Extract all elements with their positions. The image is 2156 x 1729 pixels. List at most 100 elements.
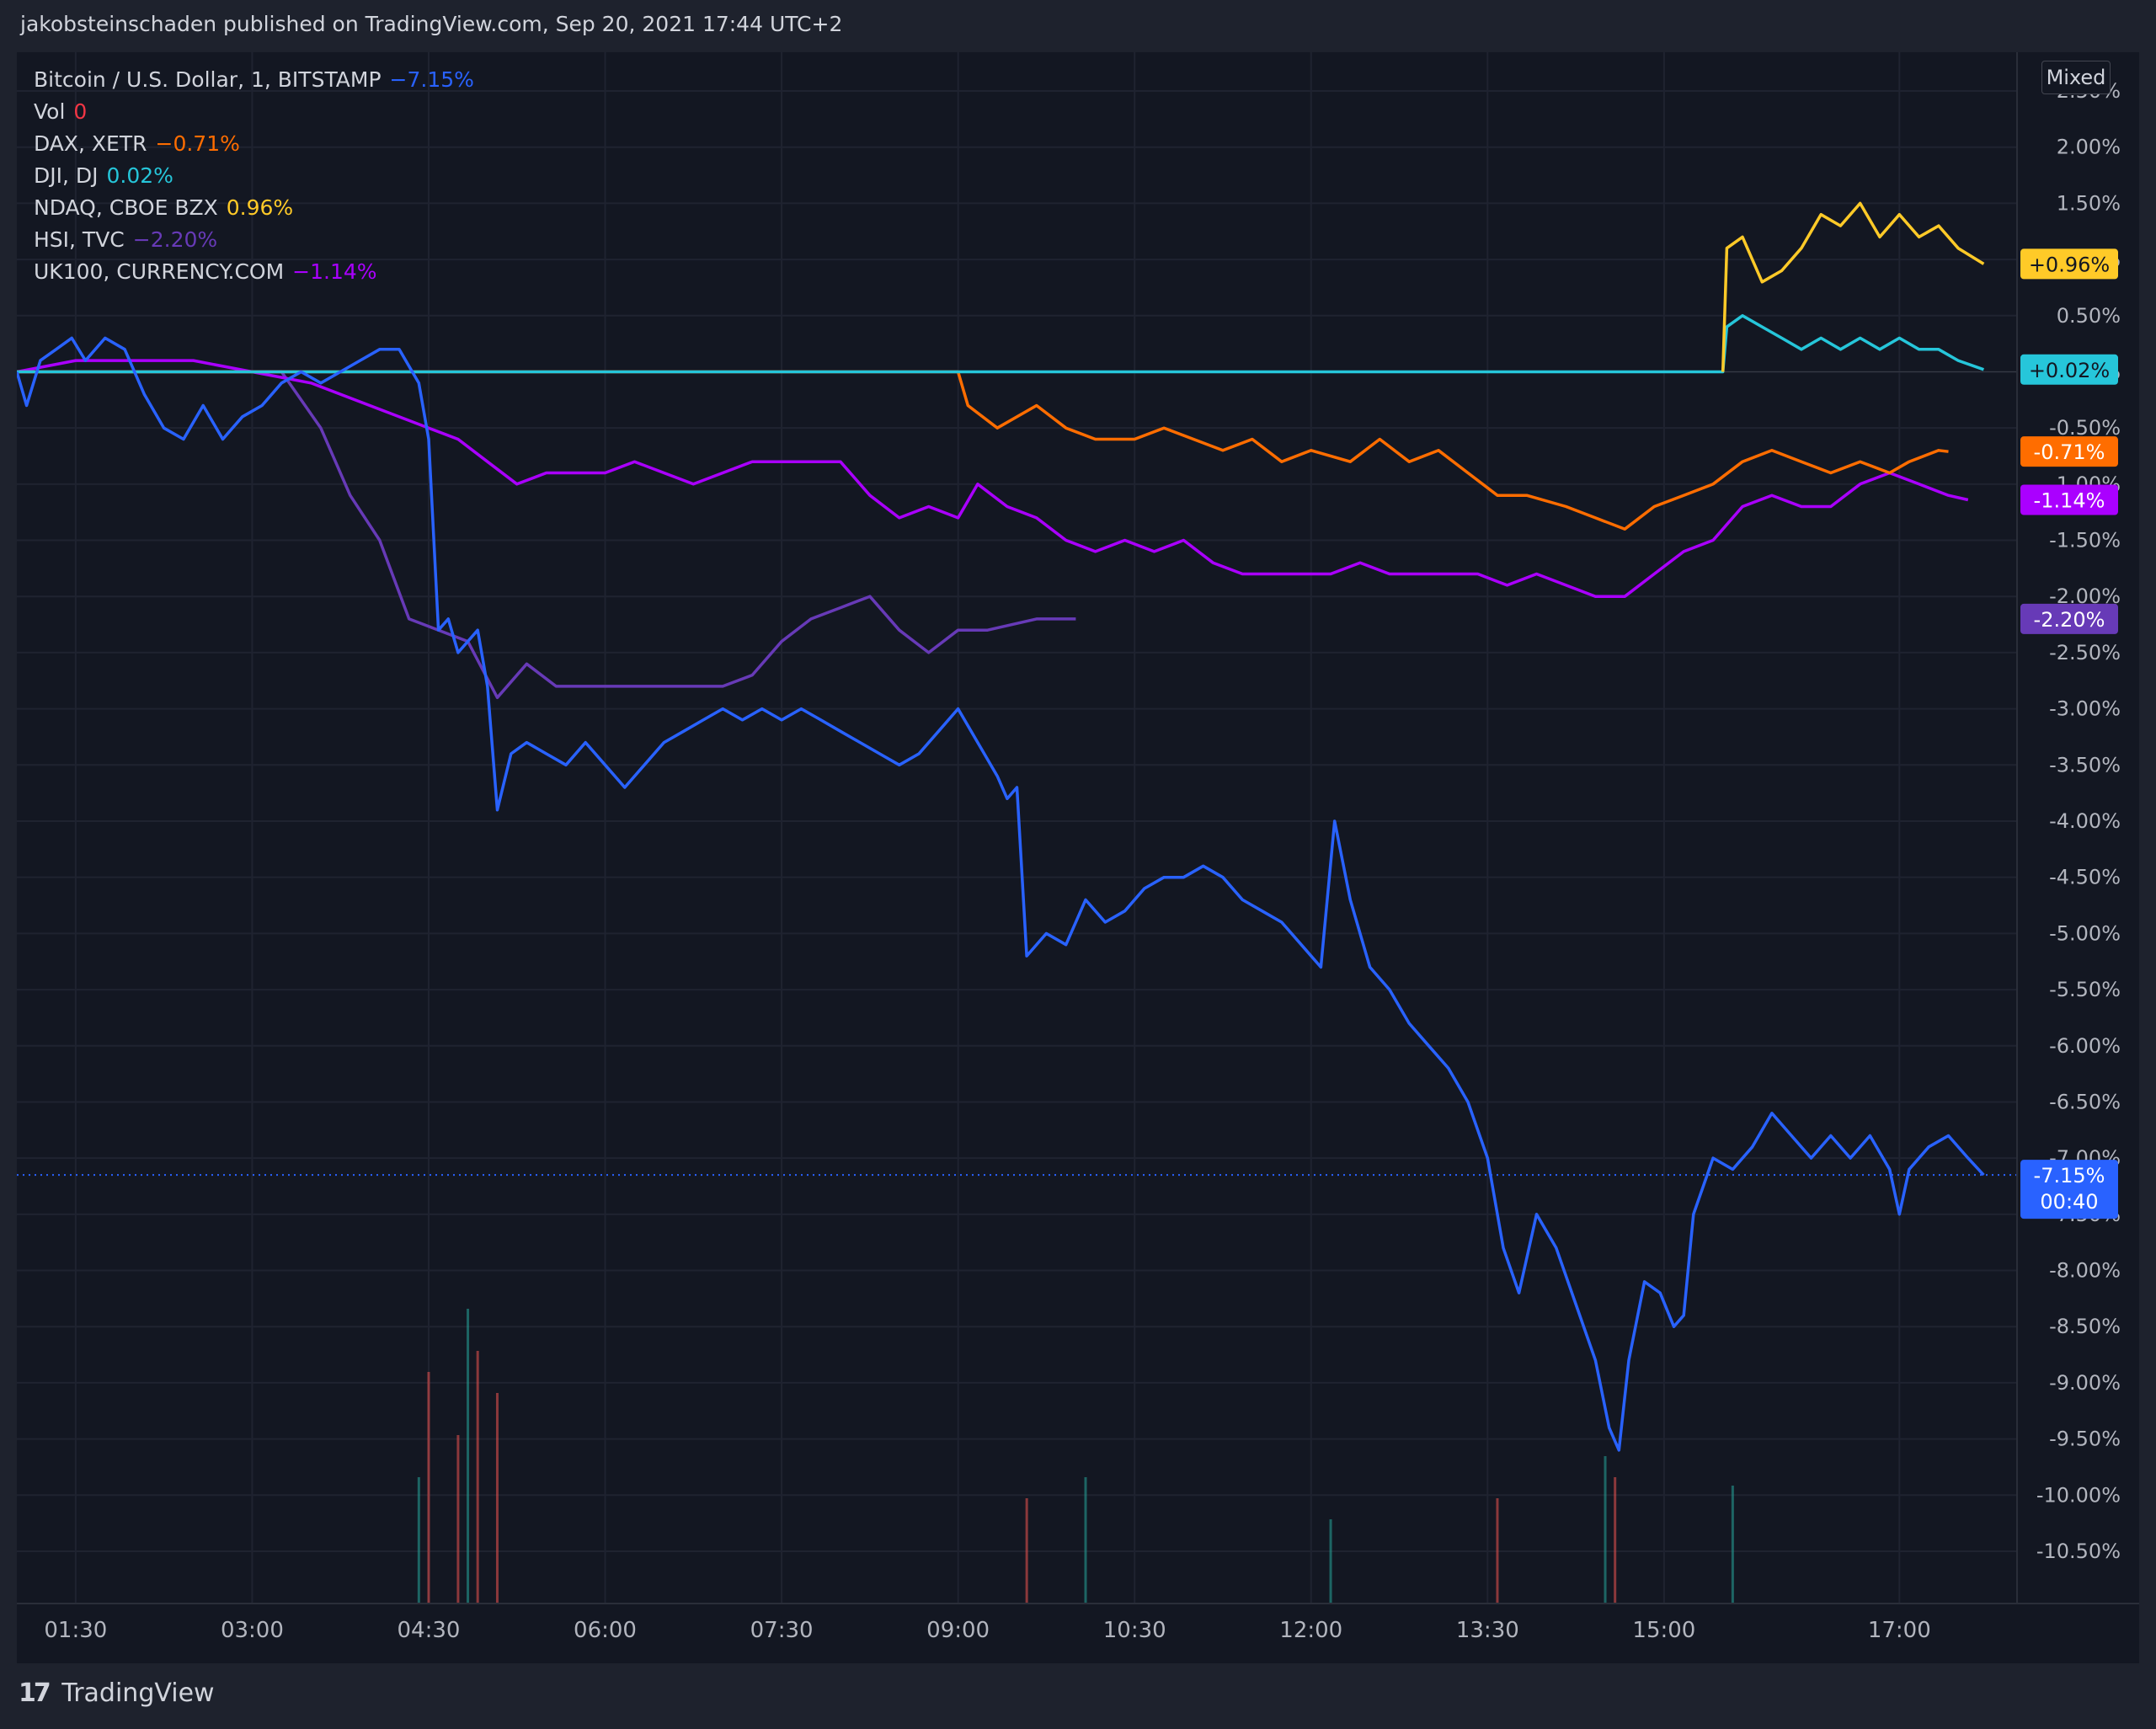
volume-bar — [1731, 1486, 1734, 1604]
volume-layer — [417, 1309, 1734, 1604]
x-tick-label: 15:00 — [1632, 1618, 1695, 1643]
time-axis: 01:30 03:00 04:30 06:00 07:30 09:00 10:30 12:00… — [17, 1603, 2139, 1643]
legend-row[interactable]: NDAQ, CBOE BZX 0.96% — [34, 192, 474, 224]
price-tag-layer: +0.96% +0.02% -0.71% -1.14% -2.20% -7.15% 00:4… — [2020, 248, 2118, 1219]
publisher-line: jakobsteinschaden published on TradingVi… — [20, 12, 843, 36]
series-line — [17, 359, 1969, 598]
price-tag — [2020, 1160, 2118, 1219]
series-layer — [17, 201, 2017, 1452]
legend-label: NDAQ, CBOE BZX — [34, 195, 218, 220]
volume-bar — [1604, 1456, 1607, 1604]
y-tick-label: -10.50% — [2036, 1540, 2121, 1563]
legend-change: 0.96% — [226, 195, 294, 220]
series-line — [1721, 201, 1985, 372]
price-tag — [2020, 354, 2118, 385]
y-tick-label: -3.00% — [2049, 697, 2121, 721]
y-tick-label: -9.50% — [2049, 1427, 2121, 1451]
tradingview-logo-text: TradingView — [61, 1678, 215, 1708]
legend-label: Bitcoin / U.S. Dollar, 1, BITSTAMP — [34, 67, 382, 92]
chart-canvas[interactable]: 2.50%2.00%1.50%1.00%0.50%0.00%-0.50%-1.0… — [17, 52, 2139, 1663]
price-tag-label: +0.02% — [2029, 359, 2110, 382]
volume-bar — [427, 1372, 430, 1604]
bottom-bar — [0, 1663, 2156, 1729]
legend-label: UK100, CURRENCY.COM — [34, 259, 285, 284]
legend-row[interactable]: DJI, DJ 0.02% — [34, 160, 474, 192]
legend-row[interactable]: DAX, XETR −0.71% — [34, 128, 474, 160]
y-tick-label: -9.00% — [2049, 1371, 2121, 1395]
series-legend: Bitcoin / U.S. Dollar, 1, BITSTAMP −7.15%… — [34, 64, 474, 288]
volume-bar — [467, 1309, 470, 1604]
price-tag-countdown: 00:40 — [2040, 1190, 2098, 1214]
legend-change: −7.15% — [389, 67, 474, 92]
x-tick-label: 03:00 — [221, 1618, 284, 1643]
price-tag-label: -0.71% — [2034, 440, 2105, 464]
legend-change: 0 — [73, 99, 88, 124]
x-tick-label: 06:00 — [574, 1618, 637, 1643]
y-tick-label: -5.00% — [2049, 921, 2121, 945]
x-tick-label: 13:30 — [1456, 1618, 1519, 1643]
legend-label: DAX, XETR — [34, 131, 147, 156]
volume-bar — [1025, 1498, 1028, 1604]
volume-bar — [1329, 1519, 1332, 1604]
y-tick-label: -2.50% — [2049, 641, 2121, 664]
price-tag — [2020, 436, 2118, 467]
legend-row[interactable]: Bitcoin / U.S. Dollar, 1, BITSTAMP −7.15% — [34, 64, 474, 96]
volume-bar — [495, 1393, 499, 1604]
price-tag — [2020, 603, 2118, 634]
series-line — [17, 336, 1985, 1452]
tradingview-logo[interactable]: 17 TradingView — [19, 1678, 215, 1708]
volume-bar — [1084, 1477, 1087, 1604]
legend-label: Vol — [34, 99, 66, 124]
x-tick-label: 04:30 — [398, 1618, 461, 1643]
legend-label: DJI, DJ — [34, 163, 99, 188]
legend-change: 0.02% — [106, 163, 173, 188]
x-tick-label: 10:30 — [1103, 1618, 1166, 1643]
price-tag — [2020, 484, 2118, 515]
legend-row[interactable]: Vol 0 — [34, 96, 474, 128]
series-line — [17, 314, 1984, 374]
y-tick-label: -1.50% — [2049, 529, 2121, 552]
y-tick-label: -6.00% — [2049, 1034, 2121, 1058]
y-tick-label: -3.50% — [2049, 753, 2121, 776]
y-tick-label: -4.00% — [2049, 809, 2121, 833]
y-tick-label: -8.00% — [2049, 1259, 2121, 1283]
price-tag-label: -1.14% — [2034, 489, 2105, 513]
price-axis-bg — [2017, 52, 2139, 1663]
x-tick-label: 09:00 — [926, 1618, 990, 1643]
tradingview-logo-icon: 17 — [19, 1678, 51, 1708]
x-tick-label: 12:00 — [1279, 1618, 1342, 1643]
legend-label: HSI, TVC — [34, 227, 125, 252]
y-tick-label: 2.00% — [2057, 136, 2121, 159]
volume-bar — [456, 1435, 460, 1604]
y-tick-label: -4.50% — [2049, 866, 2121, 889]
y-tick-label: -5.50% — [2049, 978, 2121, 1001]
y-tick-label: -8.50% — [2049, 1315, 2121, 1338]
price-tag-label: -7.15% — [2034, 1164, 2105, 1187]
series-line — [17, 370, 1076, 700]
price-tag — [2020, 248, 2118, 280]
y-tick-label: 0.50% — [2057, 304, 2121, 328]
series-line — [17, 370, 1949, 531]
y-tick-label: -0.50% — [2049, 416, 2121, 440]
y-tick-label: -6.50% — [2049, 1090, 2121, 1113]
legend-row[interactable]: UK100, CURRENCY.COM −1.14% — [34, 256, 474, 288]
legend-change: −0.71% — [155, 131, 240, 156]
legend-change: −1.14% — [292, 259, 377, 284]
volume-bar — [1496, 1498, 1499, 1604]
volume-bar — [417, 1477, 420, 1604]
price-tag-label: +0.96% — [2029, 253, 2110, 276]
price-tag-label: -2.20% — [2034, 608, 2105, 632]
x-tick-label: 07:30 — [750, 1618, 814, 1643]
y-tick-label: -10.00% — [2036, 1483, 2121, 1507]
legend-change: −2.20% — [132, 227, 218, 252]
x-tick-label: 17:00 — [1868, 1618, 1931, 1643]
chart-pane[interactable]: 2.50%2.00%1.50%1.00%0.50%0.00%-0.50%-1.0… — [17, 52, 2139, 1663]
legend-row[interactable]: HSI, TVC −2.20% — [34, 224, 474, 256]
x-tick-label: 01:30 — [44, 1618, 107, 1643]
price-axis: 2.50%2.00%1.50%1.00%0.50%0.00%-0.50%-1.0… — [2016, 52, 2139, 1663]
top-bar: jakobsteinschaden published on TradingVi… — [0, 0, 2156, 52]
scale-mode-button[interactable]: Mixed — [2041, 61, 2111, 94]
volume-bar — [476, 1351, 479, 1604]
y-tick-label: 1.50% — [2057, 191, 2121, 215]
volume-bar — [1614, 1477, 1617, 1604]
